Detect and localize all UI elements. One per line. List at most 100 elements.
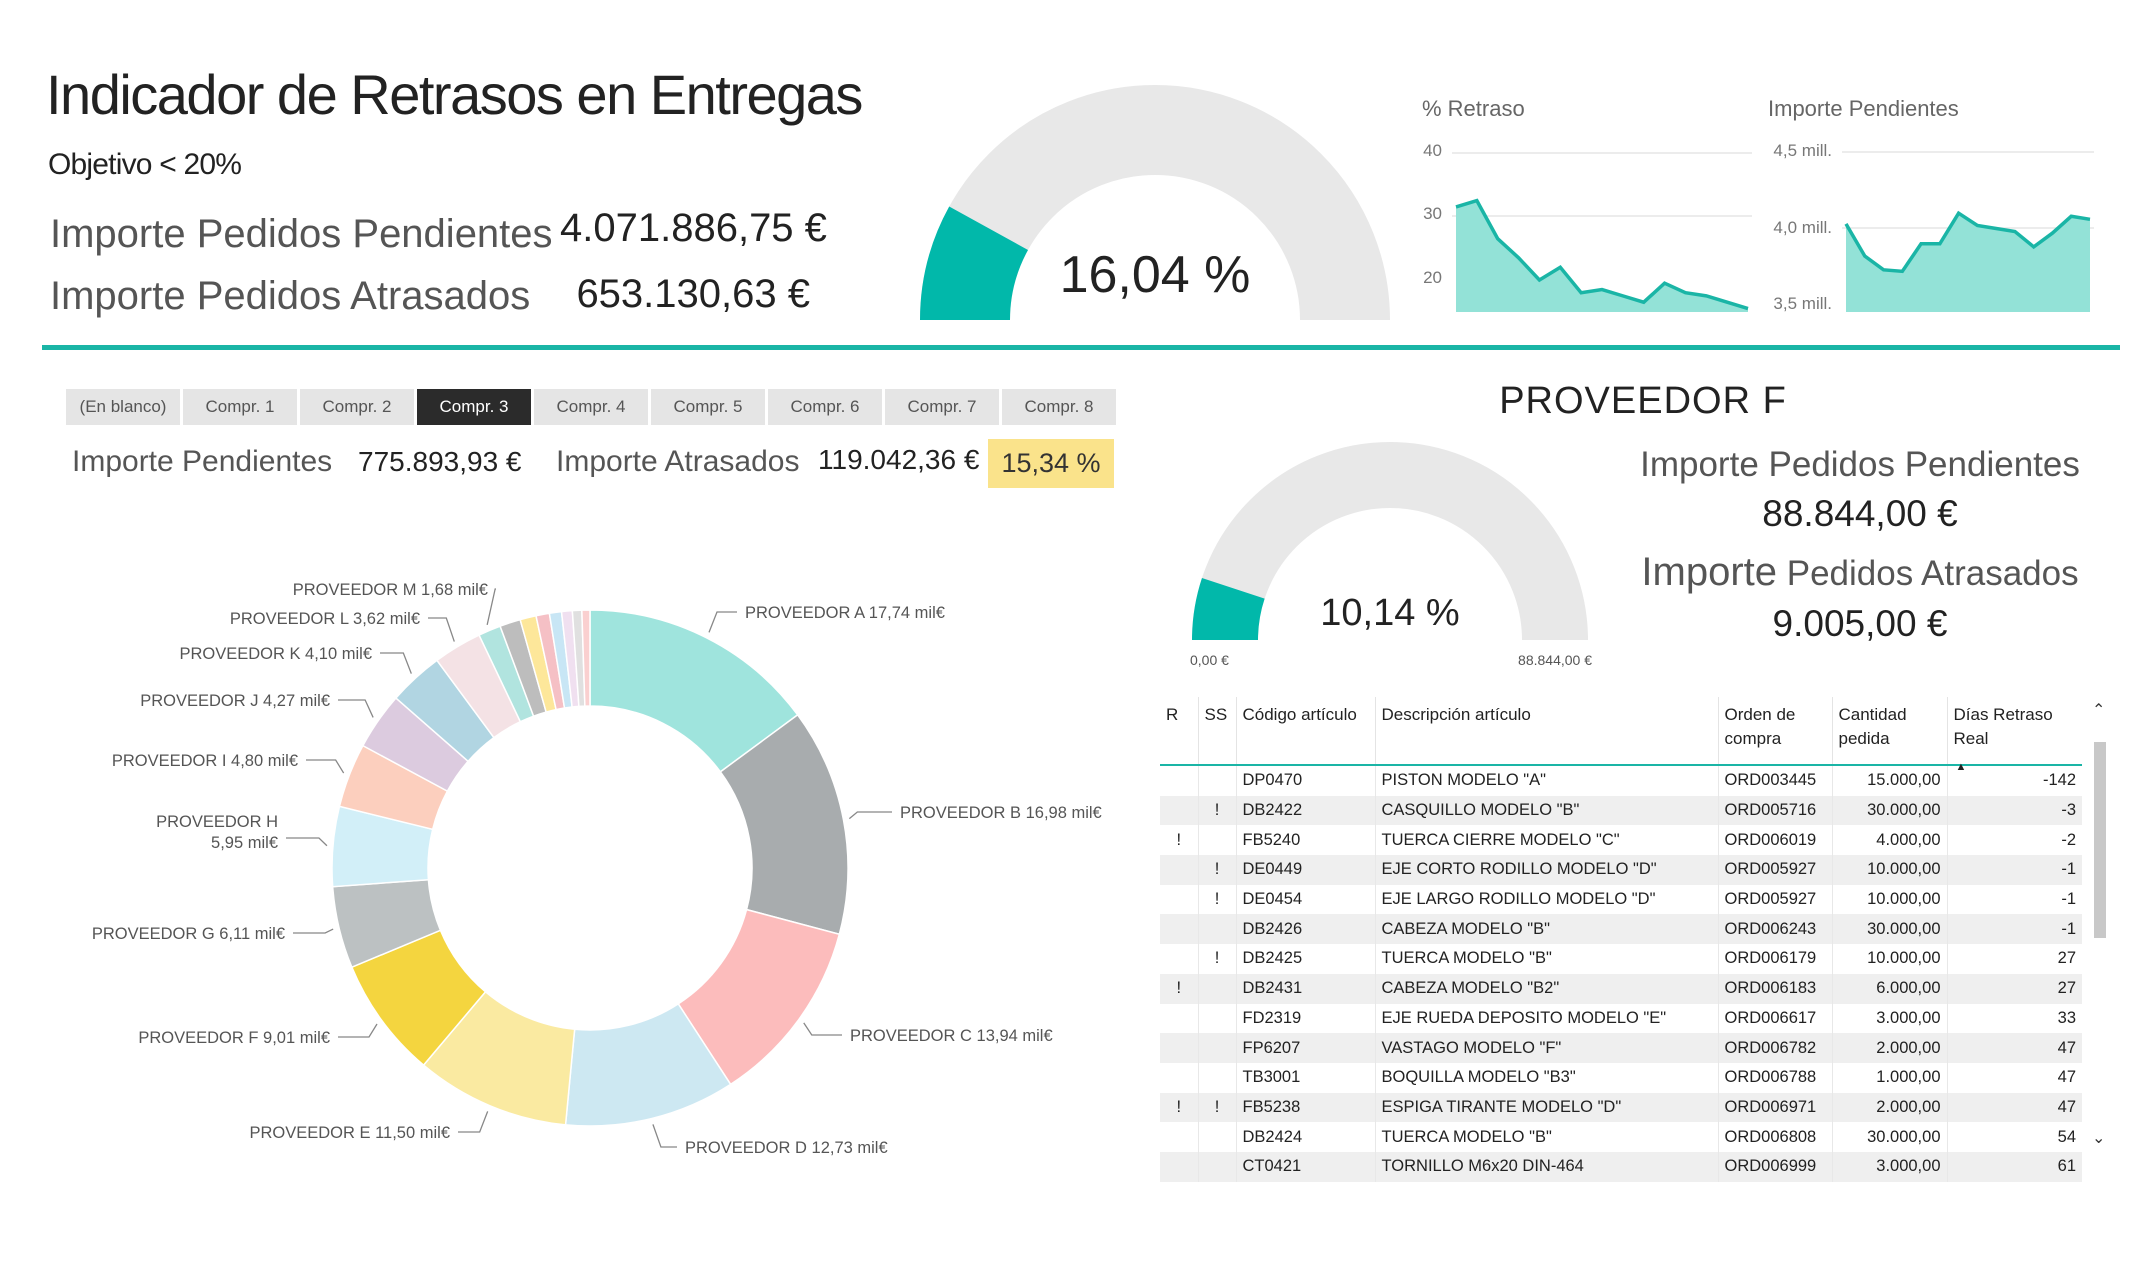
cell-qty: 6.000,00 xyxy=(1831,973,1947,1004)
cell-description: ESPIGA TIRANTE MODELO "D" xyxy=(1374,1092,1718,1123)
supplier-gauge-min: 0,00 € xyxy=(1190,652,1229,668)
buyer-slicer: (En blanco) Compr. 1 Compr. 2 Compr. 3 C… xyxy=(66,389,1116,425)
buyer-pending-value: 775.893,93 € xyxy=(358,446,522,477)
table-row[interactable]: !! FB5238 ESPIGA TIRANTE MODELO "D" ORD0069… xyxy=(1160,1092,2082,1123)
donut-data-label: 5,95 mil€ xyxy=(211,834,278,852)
donut-slice[interactable] xyxy=(581,609,591,707)
col-header-order[interactable]: Orden de compra xyxy=(1717,697,1832,766)
table-row[interactable]: FD2319 EJE RUEDA DEPOSITO MODELO "E" ORD00… xyxy=(1160,1003,2082,1034)
slicer-item-compr-8[interactable]: Compr. 8 xyxy=(1002,389,1116,425)
cell-description: VASTAGO MODELO "F" xyxy=(1374,1033,1718,1063)
col-header-code[interactable]: Código artículo xyxy=(1235,697,1375,766)
cell-qty: 30.000,00 xyxy=(1831,1122,1947,1152)
cell-ss: ! xyxy=(1197,944,1236,974)
cell-qty: 10.000,00 xyxy=(1831,884,1947,915)
cell-code: FB5238 xyxy=(1235,1092,1375,1123)
cell-description: CABEZA MODELO "B2" xyxy=(1374,973,1718,1004)
donut-data-label: PROVEEDOR A 17,74 mil€ xyxy=(745,604,945,622)
slicer-item-compr-6[interactable]: Compr. 6 xyxy=(768,389,882,425)
cell-r xyxy=(1160,1033,1198,1063)
scrollbar-thumb[interactable] xyxy=(2094,742,2106,938)
supplier-gauge-fill xyxy=(1192,577,1265,642)
table-row[interactable]: DP0470 PISTON MODELO "A" ORD003445 15.000,0… xyxy=(1160,765,2082,796)
cell-description: CASQUILLO MODELO "B" xyxy=(1374,795,1718,826)
donut-leader-line xyxy=(286,837,328,847)
table-row[interactable]: ! DB2425 TUERCA MODELO "B" ORD006179 10.000,… xyxy=(1160,944,2082,974)
cell-code: DB2425 xyxy=(1235,944,1375,974)
spark-area xyxy=(1846,213,2090,312)
cell-description: CABEZA MODELO "B" xyxy=(1374,914,1718,945)
col-header-qty[interactable]: Cantidad pedida xyxy=(1831,697,1947,766)
table-row[interactable]: DB2424 TUERCA MODELO "B" ORD006808 30.000,0… xyxy=(1160,1122,2082,1152)
slicer-item-compr-7[interactable]: Compr. 7 xyxy=(885,389,999,425)
cell-ss: ! xyxy=(1197,795,1236,826)
spark-line xyxy=(1455,198,1749,311)
cell-code: CT0421 xyxy=(1235,1151,1375,1182)
kpi-late-value: 653.130,63 € xyxy=(576,272,810,316)
table-row[interactable]: ! DE0449 EJE CORTO RODILLO MODELO "D" ORD00… xyxy=(1160,855,2082,885)
donut-data-label: PROVEEDOR K 4,10 mil€ xyxy=(179,645,372,663)
cell-order: ORD003445 xyxy=(1717,765,1832,796)
cell-code: DB2422 xyxy=(1235,795,1375,826)
table-row[interactable]: TB3001 BOQUILLA MODELO "B3" ORD006788 1.000… xyxy=(1160,1062,2082,1093)
spark-retraso-chart xyxy=(1452,152,1752,312)
cell-order: ORD005927 xyxy=(1717,884,1832,915)
slicer-item-blank[interactable]: (En blanco) xyxy=(66,389,180,425)
page-title: Indicador de Retrasos en Entregas xyxy=(46,63,863,126)
table-row[interactable]: CT0421 TORNILLO M6x20 DIN-464 ORD006999 3.0… xyxy=(1160,1151,2082,1182)
cell-qty: 1.000,00 xyxy=(1831,1062,1947,1093)
donut-data-label: PROVEEDOR C 13,94 mil€ xyxy=(850,1027,1053,1045)
cell-code: DE0454 xyxy=(1235,884,1375,915)
table-row[interactable]: FP6207 VASTAGO MODELO "F" ORD006782 2.000,0… xyxy=(1160,1033,2082,1063)
buyer-pct-badge: 15,34 % xyxy=(988,439,1114,488)
table-row[interactable]: DB2426 CABEZA MODELO "B" ORD006243 30.000,0… xyxy=(1160,914,2082,945)
cell-qty: 2.000,00 xyxy=(1831,1033,1947,1063)
col-header-delay[interactable]: Días Retraso Real ▲ xyxy=(1946,697,2082,773)
donut-data-label: PROVEEDOR D 12,73 mil€ xyxy=(685,1139,888,1157)
kpi-late-label: Importe Pedidos Atrasados xyxy=(50,274,531,318)
col-header-r[interactable]: R xyxy=(1160,697,1198,766)
spark-importe-tick: 4,5 mill. xyxy=(1773,141,1832,160)
cell-r: ! xyxy=(1176,979,1182,998)
table-body: DP0470 PISTON MODELO "A" ORD003445 15.000,0… xyxy=(1160,765,2082,1182)
cell-description: BOQUILLA MODELO "B3" xyxy=(1374,1062,1718,1093)
table-row[interactable]: ! DB2431 CABEZA MODELO "B2" ORD006183 6.000,… xyxy=(1160,973,2082,1004)
col-header-description[interactable]: Descripción artículo xyxy=(1374,697,1718,766)
col-header-ss[interactable]: SS xyxy=(1197,697,1236,766)
slicer-item-compr-1[interactable]: Compr. 1 xyxy=(183,389,297,425)
cell-description: TUERCA MODELO "B" xyxy=(1374,1122,1718,1152)
slicer-item-compr-4[interactable]: Compr. 4 xyxy=(534,389,648,425)
slicer-item-compr-2[interactable]: Compr. 2 xyxy=(300,389,414,425)
cell-qty: 10.000,00 xyxy=(1831,855,1947,885)
cell-delay: -2 xyxy=(1946,825,2082,856)
cell-order: ORD006243 xyxy=(1717,914,1832,945)
scroll-up-icon[interactable]: ⌃ xyxy=(2092,702,2106,719)
table-row[interactable]: ! FB5240 TUERCA CIERRE MODELO "C" ORD006019… xyxy=(1160,825,2082,856)
cell-ss xyxy=(1197,1033,1236,1063)
cell-code: DB2426 xyxy=(1235,914,1375,945)
scroll-down-icon[interactable]: ⌄ xyxy=(2092,1130,2106,1147)
cell-delay: -1 xyxy=(1946,914,2082,945)
cell-code: FP6207 xyxy=(1235,1033,1375,1063)
orders-table-wrapper: R SS Código artículo Descripción artícul… xyxy=(1160,697,2082,1182)
donut-leader-line xyxy=(380,652,412,674)
cell-order: ORD006782 xyxy=(1717,1033,1832,1063)
cell-description: TUERCA MODELO "B" xyxy=(1374,944,1718,974)
slicer-item-compr-3[interactable]: Compr. 3 xyxy=(417,389,531,425)
cell-r xyxy=(1160,1004,1198,1034)
cell-order: ORD006999 xyxy=(1717,1151,1832,1182)
cell-delay: 47 xyxy=(1946,1062,2082,1093)
cell-ss xyxy=(1197,1122,1236,1152)
slicer-item-compr-5[interactable]: Compr. 5 xyxy=(651,389,765,425)
cell-delay: 47 xyxy=(1946,1033,2082,1063)
cell-description: EJE LARGO RODILLO MODELO "D" xyxy=(1374,884,1718,915)
donut-leader-line xyxy=(458,1111,489,1133)
cell-r: ! xyxy=(1176,1097,1182,1116)
supplier-pending-label: Importe Pedidos Pendientes xyxy=(1640,445,2080,484)
table-row[interactable]: ! DE0454 EJE LARGO RODILLO MODELO "D" ORD00… xyxy=(1160,884,2082,915)
spark-line xyxy=(1844,210,2091,274)
table-scrollbar[interactable]: ⌃ ⌄ xyxy=(2090,700,2110,1155)
cell-ss xyxy=(1197,973,1236,1004)
cell-order: ORD006808 xyxy=(1717,1122,1832,1152)
table-row[interactable]: ! DB2422 CASQUILLO MODELO "B" ORD005716 30.0… xyxy=(1160,795,2082,826)
